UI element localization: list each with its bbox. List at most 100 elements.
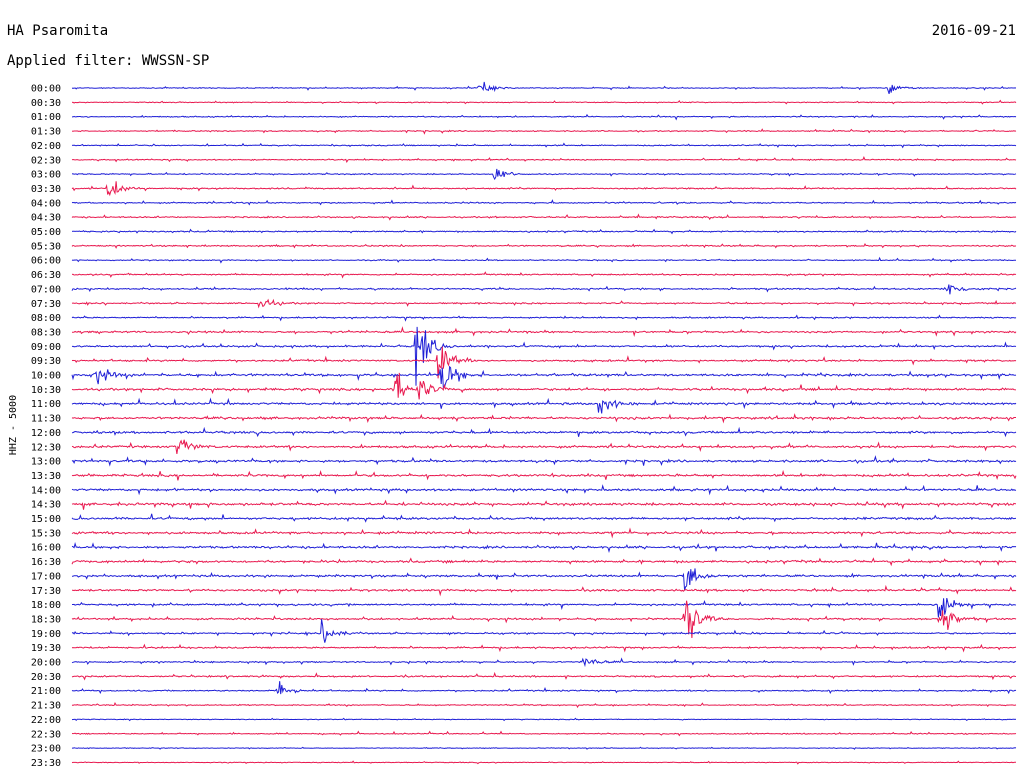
time-tick-1630: 16:30 — [31, 557, 61, 568]
trace-1430 — [71, 499, 1017, 510]
time-tick-2230: 22:30 — [31, 729, 61, 740]
time-tick-1200: 12:00 — [31, 428, 61, 439]
trace-2330 — [71, 760, 1016, 765]
time-tick-0130: 01:30 — [31, 127, 61, 138]
trace-1100 — [71, 397, 1017, 414]
time-tick-0500: 05:00 — [31, 227, 61, 238]
time-tick-1900: 19:00 — [31, 629, 61, 640]
trace-1400 — [71, 484, 1017, 496]
trace-0200 — [71, 142, 1017, 149]
time-tick-1500: 15:00 — [31, 514, 61, 525]
time-tick-1230: 12:30 — [31, 442, 61, 453]
trace-2000 — [71, 657, 1017, 668]
time-tick-0330: 03:30 — [31, 184, 61, 195]
time-tick-1000: 10:00 — [31, 371, 61, 382]
time-tick-0630: 06:30 — [31, 270, 61, 281]
trace-0600 — [71, 256, 1016, 264]
trace-0000 — [71, 81, 1017, 95]
time-tick-1130: 11:30 — [31, 414, 61, 425]
time-tick-1730: 17:30 — [31, 586, 61, 597]
time-tick-0830: 08:30 — [31, 327, 61, 338]
time-tick-2330: 23:30 — [31, 758, 61, 769]
trace-0630 — [71, 271, 1017, 279]
trace-1830 — [71, 600, 1017, 639]
trace-0500 — [71, 228, 1017, 235]
time-tick-2030: 20:30 — [31, 672, 61, 683]
trace-2200 — [71, 717, 1017, 722]
time-tick-labels: 00:00 00:30 01:00 01:30 02:00 02:30 03:00 03:30… — [31, 84, 61, 769]
station-title: HA Psaromita — [7, 23, 108, 39]
trace-0800 — [71, 314, 1017, 322]
time-tick-1030: 10:30 — [31, 385, 61, 396]
trace-0930 — [71, 346, 1017, 379]
time-tick-0100: 01:00 — [31, 112, 61, 123]
trace-1730 — [72, 584, 1017, 597]
time-tick-0530: 05:30 — [31, 241, 61, 252]
trace-0030 — [71, 99, 1017, 105]
time-tick-0600: 06:00 — [31, 256, 61, 267]
time-tick-0700: 07:00 — [31, 284, 61, 295]
y-axis-label: HHZ - 5000 — [8, 395, 19, 455]
time-tick-2200: 22:00 — [31, 715, 61, 726]
seismic-traces — [71, 81, 1017, 765]
trace-2100 — [71, 681, 1017, 695]
trace-1700 — [72, 568, 1017, 591]
time-tick-1700: 17:00 — [31, 571, 61, 582]
time-tick-1330: 13:30 — [31, 471, 61, 482]
trace-0530 — [71, 242, 1017, 249]
time-tick-2000: 20:00 — [31, 658, 61, 669]
time-tick-0000: 00:00 — [31, 84, 61, 95]
time-tick-1600: 16:00 — [31, 543, 61, 554]
time-tick-0730: 07:30 — [31, 299, 61, 310]
time-tick-0400: 04:00 — [31, 198, 61, 209]
trace-2230 — [71, 730, 1017, 737]
trace-1600 — [71, 542, 1017, 553]
trace-1930 — [71, 643, 1017, 653]
trace-1530 — [71, 527, 1017, 539]
trace-0100 — [72, 113, 1017, 121]
time-tick-0300: 03:00 — [31, 170, 61, 181]
trace-1230 — [71, 439, 1017, 454]
time-tick-0430: 04:30 — [31, 213, 61, 224]
time-tick-1830: 18:30 — [31, 614, 61, 625]
trace-0400 — [71, 199, 1017, 206]
time-tick-0200: 02:00 — [31, 141, 61, 152]
trace-0900 — [71, 326, 1017, 386]
trace-1030 — [71, 372, 1017, 400]
time-tick-0900: 09:00 — [31, 342, 61, 353]
trace-1200 — [71, 426, 1017, 438]
trace-0130 — [71, 128, 1017, 135]
trace-1800 — [72, 597, 1017, 618]
time-tick-2300: 23:00 — [31, 744, 61, 755]
trace-0300 — [71, 168, 1017, 181]
trace-1500 — [71, 513, 1016, 523]
time-tick-0800: 08:00 — [31, 313, 61, 324]
time-tick-1400: 14:00 — [31, 485, 61, 496]
trace-1630 — [71, 557, 1017, 567]
trace-1000 — [71, 365, 1017, 388]
time-tick-0230: 02:30 — [31, 155, 61, 166]
time-tick-2130: 21:30 — [31, 701, 61, 712]
trace-1130 — [71, 413, 1016, 424]
time-tick-1800: 18:00 — [31, 600, 61, 611]
trace-2030 — [71, 671, 1017, 681]
trace-1330 — [71, 469, 1017, 481]
trace-0830 — [71, 326, 1017, 337]
time-tick-0030: 00:30 — [31, 98, 61, 109]
trace-1300 — [71, 455, 1017, 467]
time-tick-2100: 21:00 — [31, 686, 61, 697]
trace-0430 — [71, 213, 1017, 221]
time-tick-1930: 19:30 — [31, 643, 61, 654]
filter-label: Applied filter: WWSSN-SP — [7, 53, 209, 69]
time-tick-1100: 11:00 — [31, 399, 61, 410]
trace-0700 — [71, 284, 1017, 295]
trace-0230 — [71, 156, 1017, 164]
trace-0330 — [71, 181, 1017, 197]
trace-2130 — [71, 701, 1017, 709]
trace-0730 — [71, 298, 1017, 309]
time-tick-1430: 14:30 — [31, 500, 61, 511]
trace-2300 — [71, 746, 1017, 750]
trace-1900 — [71, 619, 1017, 643]
date-label: 2016-09-21 — [932, 23, 1016, 39]
